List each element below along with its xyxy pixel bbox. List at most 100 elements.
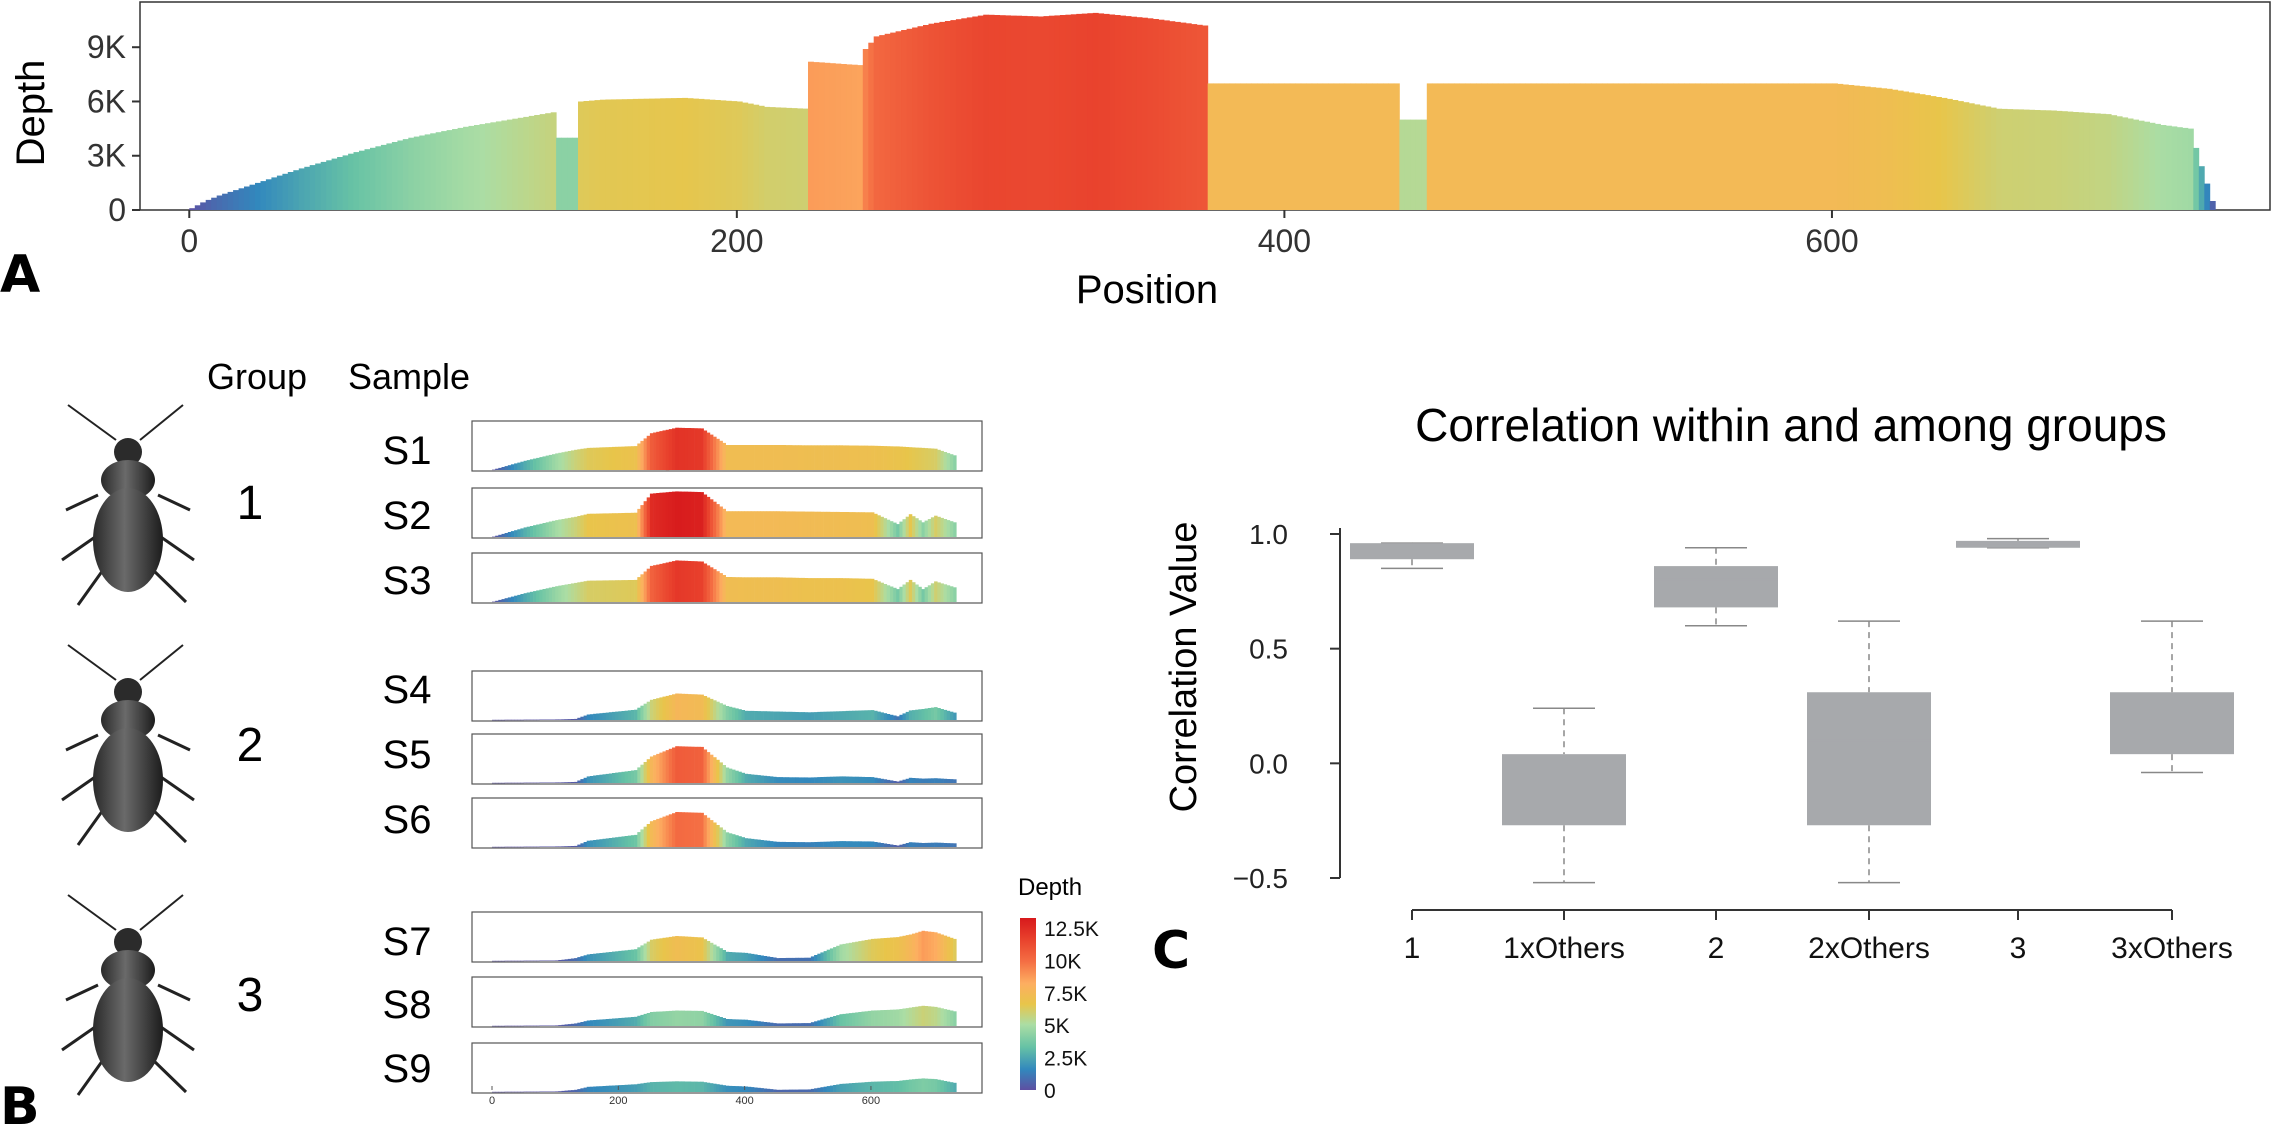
x-tick-label: 400 [1258,223,1311,259]
mini-bar [501,960,505,962]
mini-bar [792,957,796,961]
mini-bar [709,698,714,720]
mini-bar [643,943,648,961]
mini-bar [823,445,828,470]
mini-bar [735,952,739,961]
mini-bar [529,459,534,470]
mini-bar [517,719,521,721]
mini-bar [766,1022,771,1026]
coverage-bar [1552,83,1559,210]
mini-bar [690,1081,695,1092]
mini-bar [754,711,758,720]
mini-bar [735,835,739,847]
y-tick-label: 3K [87,138,126,174]
mini-bar [880,446,884,470]
mini-bar [899,780,903,783]
coverage-bar [2133,119,2139,210]
mini-bar [915,447,919,470]
mini-bar [848,841,853,847]
mini-bar [747,445,752,470]
coverage-bar [1410,119,1417,210]
mini-bar [769,511,774,537]
coverage-bar [862,49,869,210]
coverage-bar [1251,83,1258,210]
coverage-bar [2067,111,2074,210]
mini-bar [754,839,758,847]
coverage-bar [194,205,201,210]
mini-bar [596,1019,600,1026]
mini-bar [555,1091,559,1092]
mini-bar [593,713,597,720]
mini-bar [839,841,843,847]
coverage-bar [2171,126,2178,210]
coverage-bar [829,63,836,211]
coverage-bar [1908,92,1915,210]
mini-bar [779,511,783,537]
mini-bar [896,1081,900,1092]
mini-bar [618,580,622,602]
coverage-bar [966,17,973,211]
mini-bar [861,445,865,470]
mini-bar [637,1083,641,1092]
mini-bar [899,714,903,720]
coverage-bar [1530,83,1537,210]
mini-bar [602,712,606,720]
mini-bar [564,1024,569,1026]
mini-bar [580,1022,584,1026]
mini-bar [921,447,925,470]
mini-bar [852,776,856,783]
coverage-bar [1892,89,1899,210]
mini-bar [776,841,780,847]
mini-bar [845,710,850,720]
coverage-bar [1612,83,1619,210]
mini-bar [918,931,922,961]
mini-bar [934,581,938,602]
mini-bar [687,561,692,602]
mini-bar [867,1081,872,1092]
mini-bar [757,511,761,537]
mini-bar [643,1082,648,1092]
coverage-bar [1711,83,1718,210]
mini-bar [684,560,689,602]
mini-bar [760,840,764,847]
mini-bar [839,776,843,783]
mini-bar [754,774,758,783]
mini-bar [807,1089,812,1092]
mini-bar [842,943,846,961]
mini-bar [953,938,957,961]
mini-bar [548,454,553,470]
coverage-bar [605,99,612,210]
mini-bar [589,1086,594,1092]
coverage-bar [1968,103,1975,210]
mini-bar [517,846,521,848]
mini-bar [788,445,793,470]
mini-bar [728,445,733,470]
mini-bar [716,504,720,537]
mini-bar [908,447,913,470]
mini-bar [621,513,625,537]
mini-bar [782,445,786,470]
mini-bar [719,703,723,720]
coverage-bar [1295,83,1302,210]
coverage-bar [370,147,376,210]
mini-bar [877,711,881,720]
mini-bar [558,585,562,602]
mini-bar [848,1013,853,1026]
mini-bar [953,779,957,783]
mini-bar [864,841,869,847]
mini-bar [690,1010,695,1026]
mini-bar [788,711,793,720]
sample-label-s5: S5 [383,733,432,777]
coverage-bar [1788,83,1794,210]
mini-bar [520,960,524,962]
mini-bar [640,505,644,537]
mini-bar [776,445,780,470]
coverage-bar [1925,95,1931,210]
mini-bar [630,835,635,847]
mini-bar [672,561,676,602]
mini-bar [504,960,509,962]
mini-bar [640,764,644,783]
mini-bar [807,957,812,961]
mini-bar [637,947,641,961]
